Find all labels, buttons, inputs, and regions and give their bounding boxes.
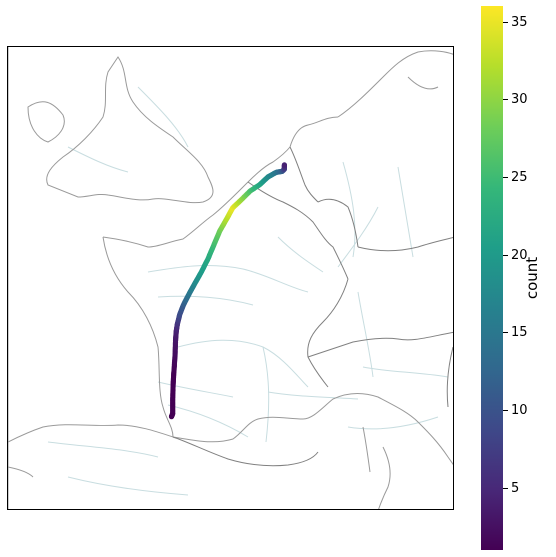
track-layer bbox=[168, 162, 287, 420]
borders-layer bbox=[172, 146, 453, 467]
colorbar-tick-mark bbox=[503, 99, 508, 101]
colorbar-tick-mark bbox=[503, 487, 508, 489]
track-point bbox=[281, 162, 287, 168]
colorbar-tick-label: 15 bbox=[511, 325, 528, 341]
colorbar-tick-label: 25 bbox=[511, 169, 528, 185]
colorbar-gradient bbox=[481, 6, 503, 550]
colorbar-tick-label: 30 bbox=[511, 92, 528, 108]
colorbar-tick-label: 20 bbox=[511, 247, 528, 263]
map-canvas bbox=[8, 47, 453, 509]
colorbar-tick-mark bbox=[503, 176, 508, 178]
colorbar-label: count bbox=[523, 256, 541, 300]
colorbar-tick-mark bbox=[503, 410, 508, 412]
colorbar-tick-mark bbox=[503, 332, 508, 334]
colorbar-tick-label: 10 bbox=[511, 403, 528, 419]
colorbar-tick-label: 5 bbox=[511, 480, 520, 496]
colorbar-tick-mark bbox=[503, 254, 508, 256]
rivers-layer bbox=[47, 86, 449, 496]
coastline-layer bbox=[8, 47, 453, 509]
colorbar-tick-label: 35 bbox=[511, 14, 528, 30]
map-panel bbox=[7, 46, 454, 510]
colorbar-tick-mark bbox=[503, 21, 508, 23]
colorbar bbox=[481, 6, 503, 550]
